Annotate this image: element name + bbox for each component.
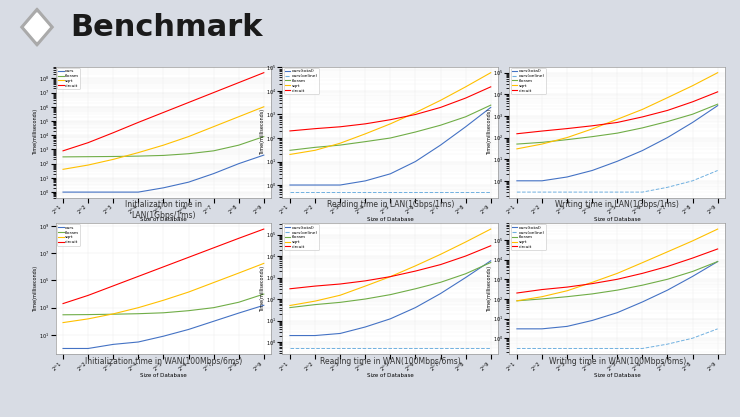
Y-axis label: Time(milliseconds): Time(milliseconds) — [260, 109, 265, 156]
Y-axis label: Time(milliseconds): Time(milliseconds) — [33, 109, 38, 156]
Text: Writing time in LAN(1Gbps/1ms): Writing time in LAN(1Gbps/1ms) — [555, 200, 679, 209]
Polygon shape — [21, 8, 53, 46]
X-axis label: Size of Database: Size of Database — [367, 373, 414, 378]
X-axis label: Size of Database: Size of Database — [594, 373, 641, 378]
Legend: ours, floram, sqrt, circuit: ours, floram, sqrt, circuit — [57, 68, 80, 89]
Y-axis label: Time(milliseconds): Time(milliseconds) — [33, 266, 38, 312]
Legend: ours(total), ours(online), floram, sqrt, circuit: ours(total), ours(online), floram, sqrt,… — [511, 224, 546, 250]
Text: Reading time in WAN(100Mbps/6ms): Reading time in WAN(100Mbps/6ms) — [320, 357, 461, 366]
X-axis label: Size of Database: Size of Database — [594, 216, 641, 221]
Legend: ours(total), ours(online), floram, sqrt, circuit: ours(total), ours(online), floram, sqrt,… — [283, 68, 319, 94]
Legend: ours(total), ours(online), floram, sqrt, circuit: ours(total), ours(online), floram, sqrt,… — [283, 224, 319, 250]
Text: Benchmark: Benchmark — [70, 13, 263, 42]
Text: Reading time in LAN(1Gbps/1ms): Reading time in LAN(1Gbps/1ms) — [326, 200, 454, 209]
Text: Initialization time in WAN(100Mbps/6ms): Initialization time in WAN(100Mbps/6ms) — [85, 357, 242, 366]
Text: Initialization time in
LAN(1Gbps/1ms): Initialization time in LAN(1Gbps/1ms) — [125, 200, 202, 220]
X-axis label: Size of Database: Size of Database — [140, 216, 186, 221]
Legend: ours, floram, sqrt, circuit: ours, floram, sqrt, circuit — [57, 224, 80, 246]
Text: Writing time in WAN(100Mbps/6ms): Writing time in WAN(100Mbps/6ms) — [548, 357, 686, 366]
X-axis label: Size of Database: Size of Database — [367, 216, 414, 221]
Y-axis label: Time(milliseconds): Time(milliseconds) — [486, 109, 491, 156]
Polygon shape — [25, 13, 49, 41]
Y-axis label: Time(milliseconds): Time(milliseconds) — [486, 266, 491, 312]
X-axis label: Size of Database: Size of Database — [140, 373, 186, 378]
Legend: ours(total), ours(online), floram, sqrt, circuit: ours(total), ours(online), floram, sqrt,… — [511, 68, 546, 94]
Y-axis label: Time(milliseconds): Time(milliseconds) — [260, 266, 265, 312]
